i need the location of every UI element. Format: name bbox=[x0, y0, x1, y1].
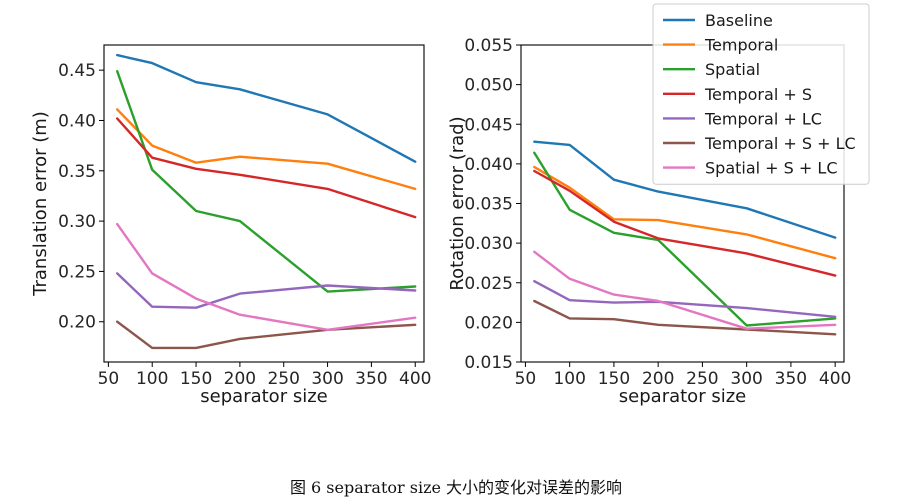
rotation-y-tick-label: 0.035 bbox=[464, 195, 513, 215]
rotation-x-tick-label: 100 bbox=[553, 369, 585, 389]
rotation-x-tick-label: 50 bbox=[515, 369, 537, 389]
rotation-x-tick-label: 300 bbox=[730, 369, 762, 389]
rotation-series-baseline bbox=[533, 140, 837, 239]
translation-y-tick-label: 0.35 bbox=[58, 162, 96, 182]
rotation-y-axis-title: Rotation error (rad) bbox=[447, 116, 468, 290]
translation-x-tick-label: 300 bbox=[311, 369, 343, 389]
legend: Baseline Temporal Spatial Temporal + S Tempo… bbox=[652, 3, 870, 185]
rotation-series-temporal-lc bbox=[533, 280, 837, 318]
translation-series-temporal-s-lc bbox=[115, 320, 417, 350]
rotation-series-spatial-s-lc bbox=[533, 250, 837, 330]
legend-label-spatial: Spatial bbox=[705, 60, 760, 79]
legend-label-spatial-s-lc: Spatial + S + LC bbox=[705, 159, 837, 178]
translation-y-axis-title: Translation error (m) bbox=[30, 111, 51, 297]
rotation-series-spatial bbox=[533, 151, 837, 327]
legend-label-baseline: Baseline bbox=[705, 11, 773, 30]
rotation-x-tick-label: 400 bbox=[819, 369, 851, 389]
translation-y-tick-label: 0.25 bbox=[58, 262, 96, 282]
translation-series-temporal-s bbox=[115, 117, 417, 219]
translation-x-tick-label: 350 bbox=[355, 369, 387, 389]
rotation-y-tick-label: 0.040 bbox=[464, 155, 513, 175]
translation-series-spatial bbox=[115, 69, 417, 293]
translation-y-tick-label: 0.45 bbox=[58, 61, 96, 81]
translation-x-tick-label: 150 bbox=[180, 369, 212, 389]
rotation-error-chart: 50 100 150 200 250 300 350 400 0.015 0.020 0.025 0.… bbox=[447, 36, 851, 407]
legend-label-temporal: Temporal bbox=[704, 36, 778, 55]
rotation-y-tick-label: 0.020 bbox=[464, 313, 513, 333]
rotation-series-temporal-s-lc bbox=[533, 299, 837, 336]
rotation-x-tick-label: 250 bbox=[686, 369, 718, 389]
translation-series-baseline bbox=[115, 53, 417, 163]
legend-frame bbox=[652, 3, 870, 185]
rotation-x-tick-label: 200 bbox=[642, 369, 674, 389]
rotation-y-tick-label: 0.055 bbox=[464, 36, 513, 56]
legend-label-temporal-lc: Temporal + LC bbox=[704, 109, 822, 128]
translation-series-temporal-lc bbox=[115, 272, 417, 309]
legend-label-temporal-s: Temporal + S bbox=[704, 85, 812, 104]
translation-y-tick-label: 0.30 bbox=[58, 212, 96, 232]
rotation-y-tick-label: 0.050 bbox=[464, 76, 513, 96]
translation-x-axis-title: separator size bbox=[200, 386, 327, 407]
translation-x-tick-label: 400 bbox=[399, 369, 431, 389]
legend-label-temporal-s-lc: Temporal + S + LC bbox=[704, 134, 856, 153]
translation-y-tick-label: 0.40 bbox=[58, 111, 96, 131]
translation-x-tick-label: 100 bbox=[136, 369, 168, 389]
translation-x-tick-label: 200 bbox=[224, 369, 256, 389]
rotation-series-temporal bbox=[533, 165, 837, 260]
translation-x-tick-label: 50 bbox=[98, 369, 120, 389]
translation-series-spatial-s-lc bbox=[115, 222, 417, 331]
rotation-x-tick-label: 350 bbox=[775, 369, 807, 389]
rotation-series-temporal-s bbox=[533, 169, 837, 277]
rotation-y-tick-label: 0.045 bbox=[464, 115, 513, 135]
translation-x-tick-label: 250 bbox=[267, 369, 299, 389]
rotation-x-axis-title: separator size bbox=[619, 386, 746, 407]
rotation-y-tick-label: 0.025 bbox=[464, 274, 513, 294]
translation-error-chart: 50 100 150 200 250 300 350 400 0.20 0.25 0.30 0.35 0… bbox=[30, 44, 431, 407]
figure-caption: 图 6 separator size 大小的变化对误差的影响 bbox=[289, 478, 623, 497]
rotation-y-tick-label: 0.015 bbox=[464, 353, 513, 373]
translation-y-tick-label: 0.20 bbox=[58, 313, 96, 333]
translation-series-temporal bbox=[115, 108, 417, 191]
rotation-x-tick-label: 150 bbox=[598, 369, 630, 389]
translation-axes-frame bbox=[103, 44, 425, 363]
rotation-y-tick-label: 0.030 bbox=[464, 234, 513, 254]
